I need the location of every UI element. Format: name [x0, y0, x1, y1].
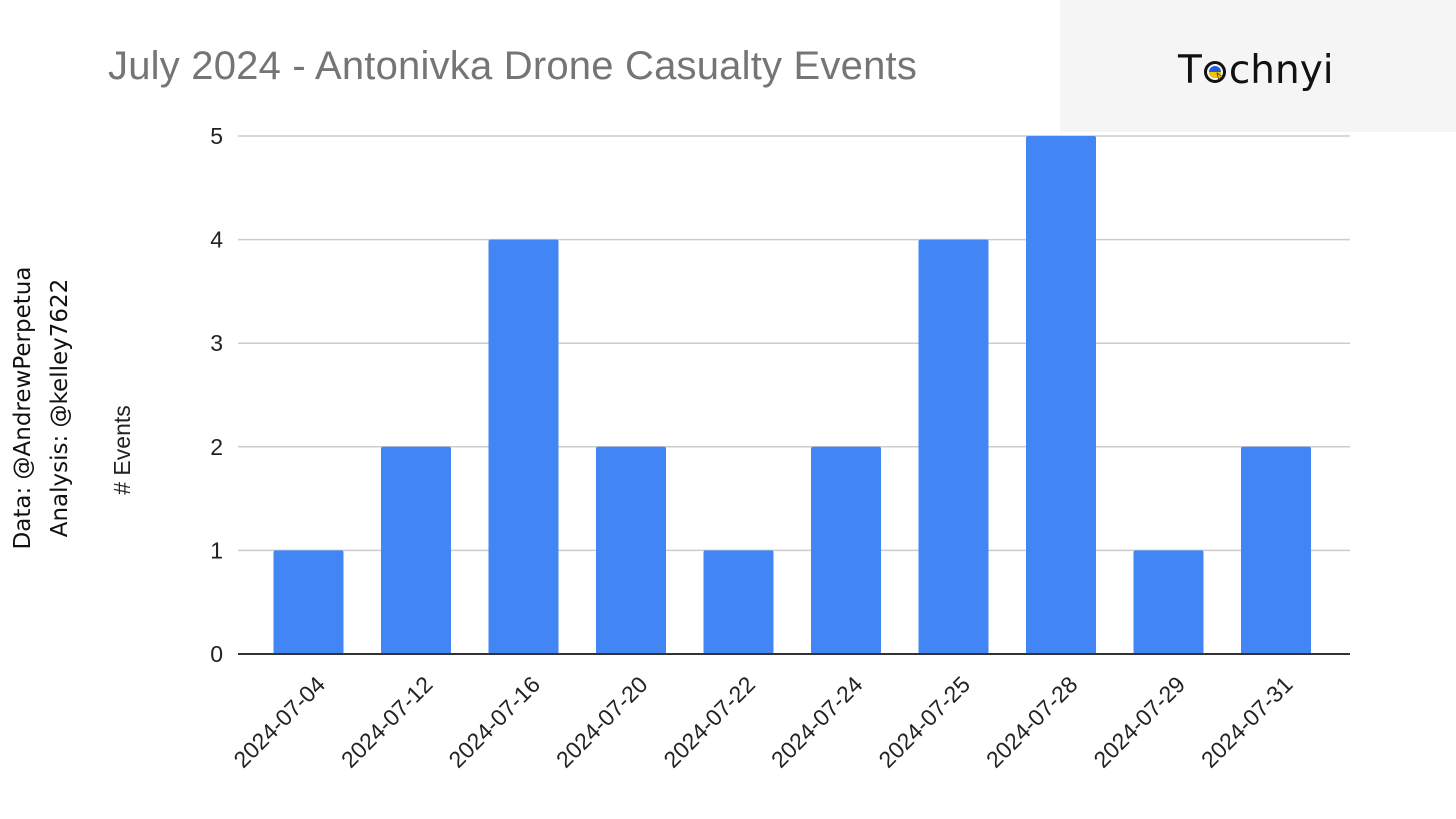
y-tick-labels: 0 1 2 3 4 5 — [210, 123, 223, 667]
bar — [703, 550, 774, 654]
chart-title: July 2024 - Antonivka Drone Casualty Eve… — [108, 44, 918, 88]
ukraine-flag-e-icon — [1203, 53, 1228, 83]
x-tick-label: 2024-07-25 — [873, 671, 975, 773]
x-tick-label: 2024-07-04 — [228, 671, 330, 773]
x-tick-label: 2024-07-29 — [1088, 671, 1190, 773]
y-axis-label: # Events — [109, 405, 135, 495]
x-tick-label: 2024-07-24 — [766, 671, 868, 773]
bar — [596, 446, 666, 654]
bars — [273, 136, 1311, 654]
bar — [1133, 550, 1204, 654]
logo-text-end: chnyi — [1228, 48, 1334, 93]
bar — [1241, 446, 1311, 654]
bar — [273, 550, 344, 654]
x-tick-label: 2024-07-31 — [1196, 671, 1298, 773]
logo-panel: T chnyi — [1060, 0, 1456, 132]
logo-text-start: T — [1178, 48, 1202, 93]
y-tick-label: 5 — [210, 123, 223, 149]
y-tick-label: 3 — [210, 330, 223, 356]
x-tick-label: 2024-07-20 — [551, 671, 653, 773]
bar — [918, 239, 989, 654]
x-tick-labels: 2024-07-04 2024-07-12 2024-07-16 2024-07-20… — [228, 671, 1297, 773]
bar — [1026, 136, 1096, 654]
x-tick-label: 2024-07-12 — [336, 671, 438, 773]
bar — [811, 446, 881, 654]
y-tick-label: 1 — [210, 537, 223, 563]
technyi-logo: T chnyi — [1178, 48, 1334, 93]
y-tick-label: 0 — [210, 641, 223, 667]
bar — [488, 239, 559, 654]
y-tick-label: 2 — [210, 434, 223, 460]
y-tick-label: 4 — [210, 227, 223, 253]
bar — [381, 446, 451, 654]
x-tick-label: 2024-07-16 — [443, 671, 545, 773]
x-tick-label: 2024-07-22 — [658, 671, 760, 773]
x-tick-label: 2024-07-28 — [981, 671, 1083, 773]
